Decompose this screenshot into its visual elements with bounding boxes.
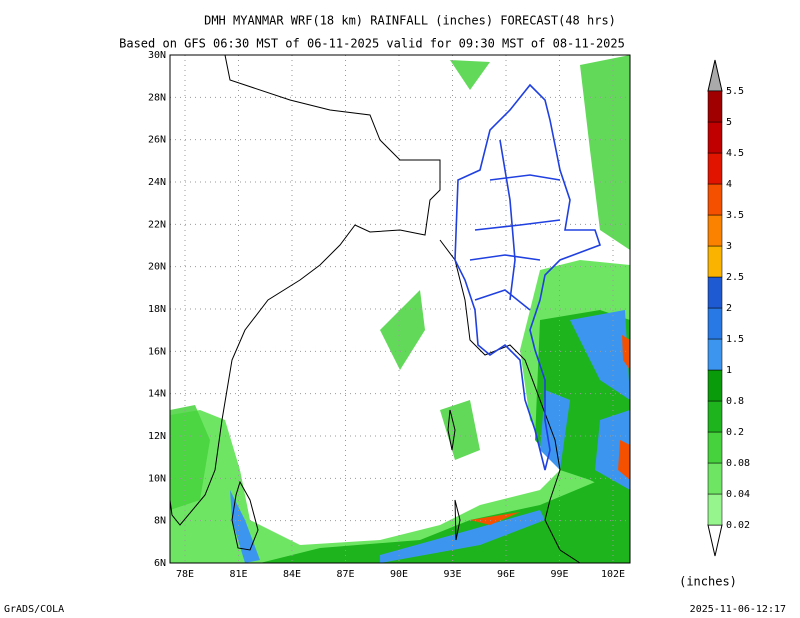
- colorbar-segment: [707, 493, 723, 526]
- lon-tick-label: 99E: [550, 569, 568, 580]
- map: [169, 54, 631, 564]
- colorbar-segment: [707, 214, 723, 247]
- colorbar-label: 5.5: [726, 86, 744, 97]
- lat-tick-label: 6N: [154, 558, 166, 569]
- lon-tick-label: 90E: [390, 569, 408, 580]
- colorbar: 0.02 0.04 0.08 0.2 0.8 1 1.5 2 2.5 3 3.5 4 4.5 5 5.5: [707, 59, 750, 557]
- lat-tick-label: 8N: [154, 516, 166, 527]
- colorbar-segment: [707, 338, 723, 371]
- colorbar-label: 4.5: [726, 148, 744, 159]
- lon-tick-label: 93E: [443, 569, 461, 580]
- lon-tick-label: 78E: [176, 569, 194, 580]
- lat-tick-label: 20N: [148, 262, 166, 273]
- subtitle: Based on GFS 06:30 MST of 06-11-2025 val…: [119, 37, 625, 51]
- colorbar-segment: [707, 121, 723, 154]
- colorbar-label: 1: [726, 365, 732, 376]
- lon-tick-label: 81E: [229, 569, 247, 580]
- colorbar-segment: [707, 276, 723, 309]
- lat-tick-label: 14N: [148, 389, 166, 400]
- colorbar-segment: [707, 245, 723, 278]
- colorbar-upper-triangle: [707, 59, 723, 92]
- lat-tick-label: 22N: [148, 219, 166, 230]
- lat-tick-label: 12N: [148, 431, 166, 442]
- lat-tick-label: 10N: [148, 473, 166, 484]
- colorbar-label: 4: [726, 179, 732, 190]
- colorbar-label: 0.02: [726, 520, 750, 531]
- colorbar-segment: [707, 369, 723, 402]
- lat-tick-label: 30N: [148, 50, 166, 61]
- colorbar-label: 0.04: [726, 489, 750, 500]
- colorbar-label: 0.2: [726, 427, 744, 438]
- colorbar-label: 1.5: [726, 334, 744, 345]
- lat-tick-label: 18N: [148, 304, 166, 315]
- lat-tick-label: 28N: [148, 92, 166, 103]
- lon-tick-label: 96E: [497, 569, 515, 580]
- myanmar-borders: [454, 83, 602, 471]
- colorbar-label: 2: [726, 303, 732, 314]
- colorbar-label: 3: [726, 241, 732, 252]
- colorbar-unit: (inches): [679, 575, 737, 589]
- colorbar-label: 3.5: [726, 210, 744, 221]
- footer-right: 2025-11-06-12:17: [690, 604, 786, 615]
- colorbar-label: 0.8: [726, 396, 744, 407]
- lon-tick-label: 87E: [336, 569, 354, 580]
- title: DMH MYANMAR WRF(18 km) RAINFALL (inches)…: [204, 14, 616, 28]
- lon-tick-label: 84E: [283, 569, 301, 580]
- footer-left: GrADS/COLA: [4, 604, 64, 615]
- lat-tick-label: 26N: [148, 135, 166, 146]
- lon-tick-label: 102E: [601, 569, 625, 580]
- colorbar-lower-triangle: [707, 524, 723, 557]
- colorbar-segment: [707, 462, 723, 495]
- rain-area: [260, 470, 630, 563]
- colorbar-segment: [707, 152, 723, 185]
- lat-tick-label: 24N: [148, 177, 166, 188]
- colorbar-label: 0.08: [726, 458, 750, 469]
- colorbar-segment: [707, 90, 723, 123]
- lat-tick-label: 16N: [148, 346, 166, 357]
- colorbar-segment: [707, 431, 723, 464]
- colorbar-label: 5: [726, 117, 732, 128]
- colorbar-segment: [707, 400, 723, 433]
- coastlines: [169, 54, 581, 564]
- colorbar-segment: [707, 183, 723, 216]
- colorbar-label: 2.5: [726, 272, 744, 283]
- map-frame: [169, 54, 631, 564]
- colorbar-segment: [707, 307, 723, 340]
